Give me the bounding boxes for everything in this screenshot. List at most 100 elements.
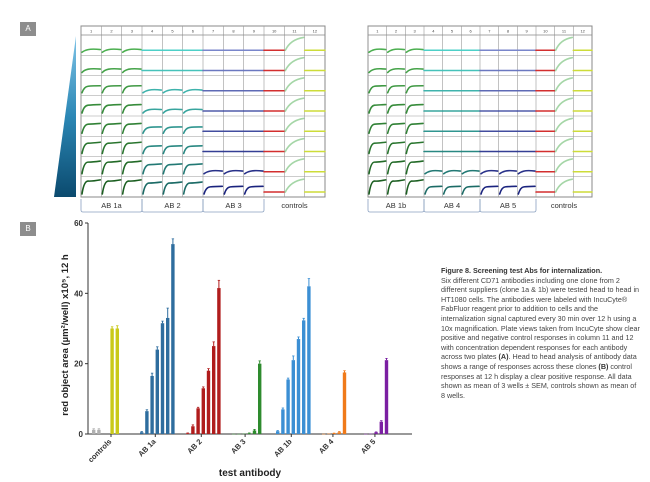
well-trace <box>554 97 574 112</box>
well-trace <box>182 181 203 195</box>
bar <box>342 372 347 434</box>
well-trace <box>101 103 122 114</box>
column-number: 4 <box>151 29 154 34</box>
bar <box>302 320 306 434</box>
bar <box>374 432 378 434</box>
well-trace <box>121 122 142 135</box>
bar <box>327 433 331 435</box>
well-trace <box>554 137 574 153</box>
well-trace <box>386 67 406 74</box>
well-trace <box>461 185 480 195</box>
column-number: 10 <box>272 29 277 34</box>
well-trace <box>101 122 122 135</box>
bar <box>332 433 336 434</box>
x-tick-label: AB 4 <box>317 436 336 455</box>
well-trace <box>142 108 163 114</box>
well-trace <box>554 77 574 92</box>
caption-body-2: . Head to head analysis of antibody data… <box>441 352 637 371</box>
well-trace <box>162 88 183 94</box>
well-trace <box>142 145 163 155</box>
well-trace <box>142 163 163 175</box>
well-trace <box>368 48 387 54</box>
bar <box>201 388 205 434</box>
column-number: 9 <box>253 29 256 34</box>
well-trace <box>284 97 305 112</box>
well-trace <box>284 117 305 133</box>
well-trace <box>405 122 424 135</box>
well-trace <box>182 163 203 175</box>
column-number: 1 <box>376 29 379 34</box>
group-label: AB 2 <box>164 201 180 210</box>
bar <box>140 432 144 434</box>
bar <box>92 429 96 434</box>
concentration-gradient-triangle <box>54 36 76 197</box>
well-trace <box>142 126 163 135</box>
column-number: 7 <box>212 29 215 34</box>
bar <box>166 317 170 434</box>
caption-body-1: Six different CD71 antibodies including … <box>441 275 640 362</box>
group-bracket <box>202 199 265 213</box>
well-trace <box>284 158 305 173</box>
bar <box>206 370 211 434</box>
column-number: 12 <box>313 29 318 34</box>
y-tick-label: 40 <box>74 289 83 298</box>
bar <box>237 433 241 435</box>
well-trace <box>121 141 142 155</box>
caption-ref-b: (B) <box>598 361 609 371</box>
x-tick-label: controls <box>86 437 113 464</box>
well-trace <box>182 88 203 94</box>
well-trace <box>554 36 574 52</box>
well-trace <box>81 67 102 74</box>
bar <box>191 426 195 434</box>
bar <box>337 432 341 434</box>
bar <box>186 433 190 434</box>
column-number: 4 <box>432 29 435 34</box>
well-trace <box>517 185 536 195</box>
well-trace <box>554 117 574 133</box>
well-trace <box>121 84 142 94</box>
group-label: AB 4 <box>444 201 460 210</box>
well-trace <box>405 48 424 54</box>
bar <box>242 433 246 435</box>
bar <box>217 288 221 434</box>
well-trace <box>517 169 536 175</box>
bar <box>252 430 257 434</box>
well-trace <box>368 141 387 155</box>
well-trace <box>284 137 305 153</box>
x-tick-label: AB 1b <box>272 437 294 459</box>
well-trace <box>81 141 102 155</box>
well-trace <box>368 67 387 74</box>
well-trace <box>203 185 224 195</box>
bar <box>196 408 200 434</box>
well-trace <box>81 160 102 175</box>
well-trace <box>223 185 244 195</box>
well-trace <box>405 67 424 74</box>
well-trace <box>101 160 122 175</box>
well-trace <box>554 158 574 173</box>
bar <box>232 433 236 435</box>
bar <box>145 411 149 434</box>
well-trace <box>243 169 264 175</box>
well-trace <box>182 126 203 135</box>
well-trace <box>424 185 443 195</box>
well-trace <box>386 103 406 114</box>
column-number: 3 <box>131 29 134 34</box>
x-axis-label: test antibody <box>219 468 282 479</box>
chart-axes: 0 20 40 60 controls AB 1a AB 2 AB 3 AB 1b AB 4 AB … <box>74 219 412 464</box>
group-label: AB 1a <box>101 201 122 210</box>
bar <box>281 409 285 434</box>
well-trace <box>81 48 102 54</box>
well-trace <box>284 36 305 52</box>
bar <box>110 328 114 434</box>
x-tick-label: AB 1a <box>136 436 158 458</box>
well-trace <box>386 48 406 54</box>
controls-label: controls <box>551 201 578 210</box>
bar <box>286 379 290 434</box>
column-number: 6 <box>192 29 195 34</box>
bar <box>171 244 175 434</box>
well-trace <box>142 181 163 195</box>
well-trace <box>405 160 424 175</box>
well-trace <box>554 178 574 193</box>
well-trace <box>405 84 424 94</box>
